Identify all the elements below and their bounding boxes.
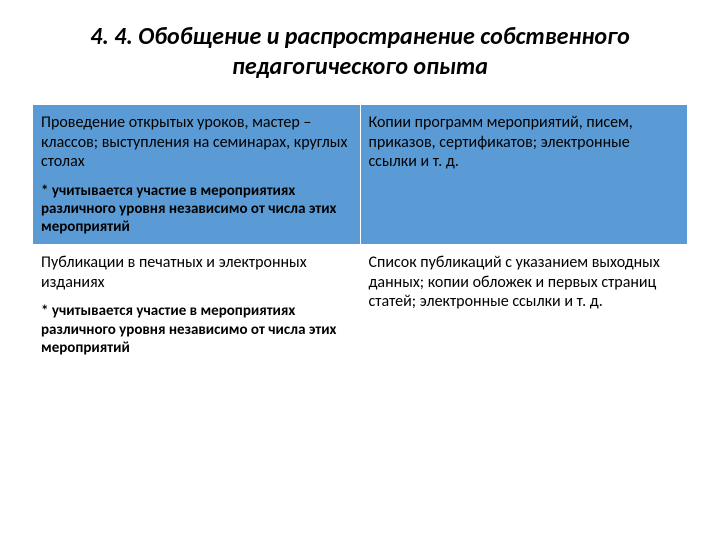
cell-left: Проведение открытых уроков, мастер – кла…	[33, 105, 361, 245]
cell-right-main: Список публикаций с указанием выходных д…	[369, 253, 678, 312]
cell-left-main: Проведение открытых уроков, мастер – кла…	[41, 113, 350, 172]
cell-left-note: * учитывается участие в мероприятиях раз…	[41, 302, 350, 357]
table-row: Публикации в печатных и электронных изда…	[33, 245, 688, 366]
cell-left-main: Публикации в печатных и электронных изда…	[41, 253, 350, 292]
cell-left: Публикации в печатных и электронных изда…	[33, 245, 361, 366]
content-table: Проведение открытых уроков, мастер – кла…	[32, 104, 688, 366]
cell-right: Список публикаций с указанием выходных д…	[360, 245, 688, 366]
table-row: Проведение открытых уроков, мастер – кла…	[33, 105, 688, 245]
cell-right-main: Копии программ мероприятий, писем, прика…	[369, 113, 678, 172]
slide-title: 4. 4. Обобщение и распространение собств…	[32, 22, 688, 82]
cell-right: Копии программ мероприятий, писем, прика…	[360, 105, 688, 245]
cell-left-note: * учитывается участие в мероприятиях раз…	[41, 182, 350, 237]
